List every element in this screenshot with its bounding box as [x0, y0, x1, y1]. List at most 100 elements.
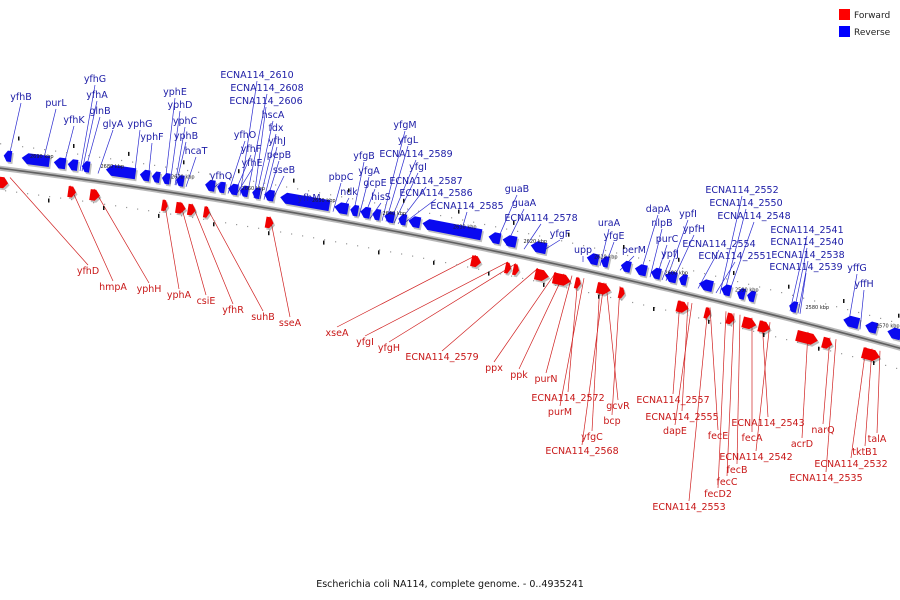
- gene-connector-line: [876, 350, 881, 434]
- gene-connector-line: [661, 259, 671, 281]
- reverse-gene-arrow: [488, 232, 502, 245]
- gene-connector-line: [169, 110, 181, 185]
- gene-label-ecna114-2552: ECNA114_2552: [705, 185, 778, 196]
- gene-connector-line: [567, 276, 579, 393]
- gene-connector-line: [332, 182, 342, 212]
- gene-connector-line: [789, 235, 808, 312]
- gene-connector-line: [227, 140, 246, 194]
- gene-connector-line: [205, 205, 264, 312]
- gene-connector-line: [9, 177, 89, 266]
- gene-label-glnb: glnB: [89, 106, 110, 117]
- gene-connector-line: [269, 216, 291, 318]
- gene-label-yphh: yphH: [137, 284, 162, 295]
- reverse-gene-arrow: [737, 288, 747, 300]
- gene-connector-line: [364, 261, 509, 337]
- forward-gene-arrow: [175, 201, 186, 214]
- forward-gene-arrow: [795, 330, 818, 345]
- gene-label-fecb: fecB: [727, 465, 748, 476]
- gene-label-ypfj: ypfJ: [661, 249, 679, 260]
- gene-connector-line: [336, 254, 477, 328]
- gene-connector-line: [715, 261, 736, 294]
- gene-label-ecna114-2535: ECNA114_2535: [789, 473, 862, 484]
- gene-label-yfgb: yfgB: [353, 151, 375, 162]
- reverse-gene-arrow: [280, 192, 331, 212]
- gene-label-ecna114-2568: ECNA114_2568: [545, 446, 618, 457]
- forward-gene-arrow: [551, 272, 571, 286]
- gene-label-ypfi: ypfI: [679, 209, 697, 220]
- gene-label-yfgm: yfgM: [393, 120, 416, 131]
- gene-connector-line: [441, 267, 539, 352]
- gene-label-hiss: hisS: [371, 192, 391, 203]
- reverse-gene-arrow: [408, 216, 422, 229]
- gene-label-ecna114-2548: ECNA114_2548: [717, 211, 790, 222]
- gene-connector-line: [253, 106, 267, 198]
- gene-connector-line: [235, 168, 253, 196]
- reverse-gene-arrow: [384, 211, 396, 224]
- gene-label-perm: perM: [622, 245, 646, 256]
- gene-label-bcp: bcp: [603, 416, 620, 427]
- scale-tick-label: 2690 kbp: [30, 154, 54, 160]
- gene-label-ypha: yphA: [167, 290, 192, 301]
- scale-tick-label: 2620 kbp: [524, 239, 548, 245]
- gene-label-yfhd: yfhD: [77, 266, 99, 277]
- gene-label-ecna114-2543: ECNA114_2543: [731, 418, 804, 429]
- gene-label-yphc: yphC: [173, 116, 198, 127]
- gene-label-guab: guaB: [505, 184, 529, 195]
- gene-label-ecna114-2553: ECNA114_2553: [652, 502, 725, 513]
- gene-label-ecna114-2538: ECNA114_2538: [771, 250, 844, 261]
- reverse-gene-arrow: [398, 213, 408, 226]
- gene-connector-line: [605, 283, 619, 401]
- gene-connector-line: [719, 195, 743, 294]
- gene-label-yffh: yffH: [854, 279, 873, 290]
- gene-label-ppk: ppk: [510, 370, 528, 381]
- gene-label-fecc: fecC: [716, 477, 737, 488]
- gene-label-ppx: ppx: [485, 363, 503, 374]
- scale-tick-label: 2650 kbp: [312, 198, 336, 204]
- gene-label-gcpe: gcpE: [363, 178, 386, 189]
- gene-connector-line: [723, 208, 747, 295]
- gene-label-upp: upp: [574, 245, 592, 256]
- gene-label-ecna114-2606: ECNA114_2606: [229, 96, 302, 107]
- legend-reverse-swatch: [839, 26, 850, 37]
- genome-caption: Escherichia coli NA114, complete genome.…: [316, 579, 584, 590]
- forward-gene-arrow: [202, 206, 210, 218]
- reverse-gene-arrow: [240, 185, 249, 198]
- reverse-gene-arrow: [887, 327, 900, 341]
- gene-label-yfhm: yfhM: [297, 193, 320, 204]
- gene-label-ecna114-2589: ECNA114_2589: [379, 149, 452, 160]
- gene-label-nlpb: nlpB: [651, 218, 672, 229]
- gene-label-yfhg: yfhG: [84, 74, 106, 85]
- gene-label-yfgi: yfgI: [409, 162, 427, 173]
- scale-tick-label: 2660 kbp: [242, 186, 266, 192]
- gene-label-hsca: hscA: [262, 110, 285, 121]
- gene-label-guaa: guaA: [512, 198, 537, 209]
- gene-label-ssea: sseA: [279, 318, 302, 329]
- scale-tick-label: 2630 kbp: [453, 225, 477, 231]
- gene-connector-line: [581, 282, 605, 446]
- gene-connector-line: [263, 146, 278, 200]
- reverse-gene-arrow: [228, 183, 239, 196]
- gene-label-yfhj: yfhJ: [268, 136, 286, 147]
- gene-connector-line: [271, 175, 285, 202]
- gene-connector-line: [259, 133, 277, 199]
- legend-reverse-label: Reverse: [854, 28, 891, 38]
- gene-label-yphf: yphF: [140, 132, 163, 143]
- gene-connector-line: [388, 263, 517, 343]
- gene-label-tala: talA: [868, 434, 887, 445]
- gene-label-pepb: pepB: [267, 150, 291, 161]
- gene-connector-line: [164, 97, 176, 184]
- forward-gene-arrow: [264, 216, 274, 229]
- gene-connector-line: [239, 80, 258, 196]
- gene-connector-line: [591, 281, 601, 432]
- gene-label-yphg: yphG: [127, 119, 152, 130]
- gene-label-ecna114-2540: ECNA114_2540: [770, 237, 843, 248]
- gene-label-ecna114-2585: ECNA114_2585: [430, 201, 503, 212]
- reverse-gene-arrow: [264, 189, 275, 202]
- gene-label-ypfh: ypfH: [683, 224, 705, 235]
- gene-label-ecna114-2541: ECNA114_2541: [770, 225, 843, 236]
- reverse-gene-arrow: [176, 175, 185, 187]
- scale-tick-label: 2610 kbp: [594, 255, 618, 261]
- forward-gene-arrow: [0, 176, 9, 189]
